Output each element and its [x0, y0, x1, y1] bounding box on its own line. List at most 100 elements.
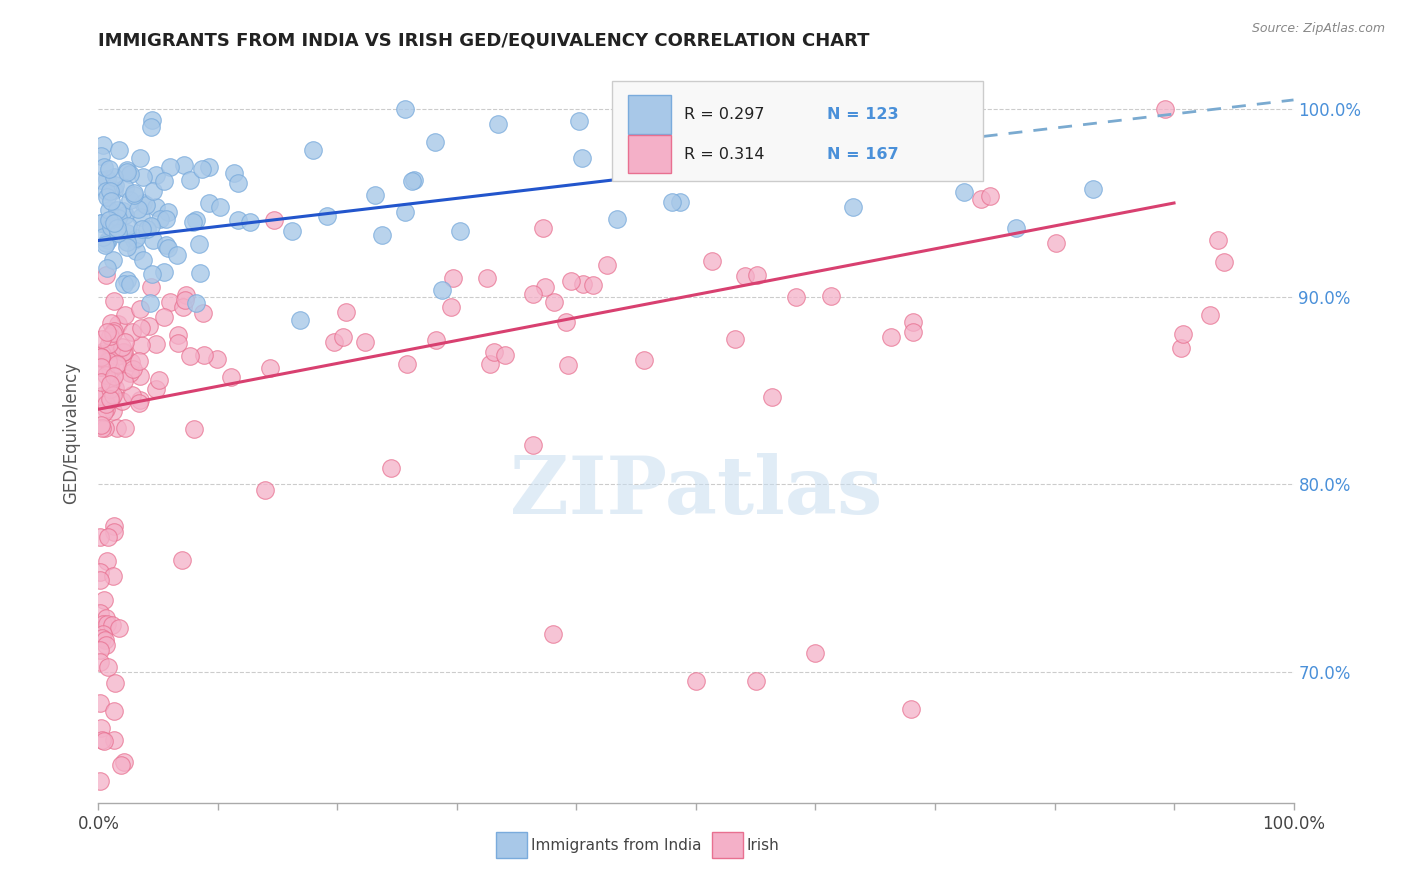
Point: [1206, 233, 1229, 247]
Point: [90, 389, 112, 403]
Point: [114, 208, 136, 222]
Point: [259, 360, 281, 375]
Point: [394, 205, 416, 219]
Point: [226, 176, 249, 190]
Point: [101, 388, 124, 402]
Point: [111, 340, 134, 354]
Point: [122, 186, 145, 201]
Point: [96, 260, 118, 275]
Point: [115, 226, 138, 240]
Point: [394, 103, 416, 117]
Point: [668, 194, 690, 209]
Point: [962, 125, 984, 139]
Point: [132, 252, 155, 267]
Point: [145, 337, 167, 351]
Point: [122, 233, 145, 247]
Point: [112, 374, 135, 388]
Point: [661, 194, 683, 209]
Point: [121, 326, 143, 340]
Point: [166, 336, 188, 351]
Point: [107, 317, 129, 331]
Point: [98, 213, 121, 227]
Point: [155, 238, 177, 252]
Point: [122, 361, 145, 376]
Point: [98, 392, 121, 406]
Point: [188, 266, 211, 280]
Point: [103, 518, 125, 533]
Point: [173, 158, 195, 172]
Point: [115, 163, 138, 178]
Point: [364, 188, 387, 202]
Point: [112, 756, 135, 770]
Point: [114, 421, 136, 435]
Point: [93, 344, 115, 359]
Point: [882, 103, 904, 117]
Point: [96, 610, 118, 624]
Point: [494, 348, 516, 362]
Point: [91, 627, 114, 641]
Point: [149, 212, 172, 227]
Point: [93, 405, 115, 419]
Point: [103, 170, 125, 185]
Point: [90, 333, 112, 347]
Point: [543, 294, 565, 309]
Point: [139, 296, 162, 310]
Point: [93, 388, 115, 402]
Point: [193, 306, 215, 320]
Point: [100, 219, 122, 234]
Point: [1199, 308, 1222, 322]
Point: [91, 347, 114, 361]
Point: [96, 368, 118, 383]
Point: [761, 390, 783, 404]
Point: [534, 280, 557, 294]
Point: [118, 167, 141, 181]
Point: [839, 103, 862, 117]
Point: [127, 202, 149, 216]
Point: [772, 147, 794, 161]
Point: [96, 190, 118, 204]
Point: [172, 300, 194, 314]
Point: [100, 316, 122, 330]
Point: [425, 333, 447, 347]
Point: [121, 388, 143, 402]
Point: [132, 169, 155, 184]
Point: [103, 183, 125, 197]
Point: [745, 268, 768, 283]
Point: [141, 113, 163, 128]
Point: [120, 355, 142, 369]
Point: [107, 358, 129, 372]
Point: [1154, 103, 1177, 117]
Point: [112, 277, 135, 291]
Point: [97, 203, 120, 218]
Point: [97, 353, 120, 368]
Point: [90, 216, 112, 230]
Text: R = 0.314: R = 0.314: [685, 146, 765, 161]
Point: [100, 343, 122, 358]
Point: [98, 360, 121, 375]
Point: [103, 704, 125, 718]
Point: [606, 212, 628, 227]
Point: [193, 347, 215, 361]
Point: [128, 301, 150, 316]
Point: [93, 593, 115, 607]
Text: Source: ZipAtlas.com: Source: ZipAtlas.com: [1251, 22, 1385, 36]
Point: [128, 369, 150, 384]
Point: [1212, 255, 1234, 269]
Point: [111, 204, 134, 219]
Point: [763, 141, 786, 155]
Point: [128, 396, 150, 410]
Point: [156, 241, 179, 255]
Point: [301, 143, 323, 157]
Point: [139, 219, 162, 234]
Point: [571, 151, 593, 165]
Point: [700, 254, 723, 268]
Point: [114, 181, 136, 195]
Point: [89, 774, 111, 789]
Point: [107, 211, 129, 225]
Point: [734, 268, 756, 283]
Point: [94, 421, 117, 435]
Point: [105, 349, 128, 363]
Point: [108, 620, 131, 634]
Point: [98, 383, 121, 397]
Point: [104, 178, 127, 193]
